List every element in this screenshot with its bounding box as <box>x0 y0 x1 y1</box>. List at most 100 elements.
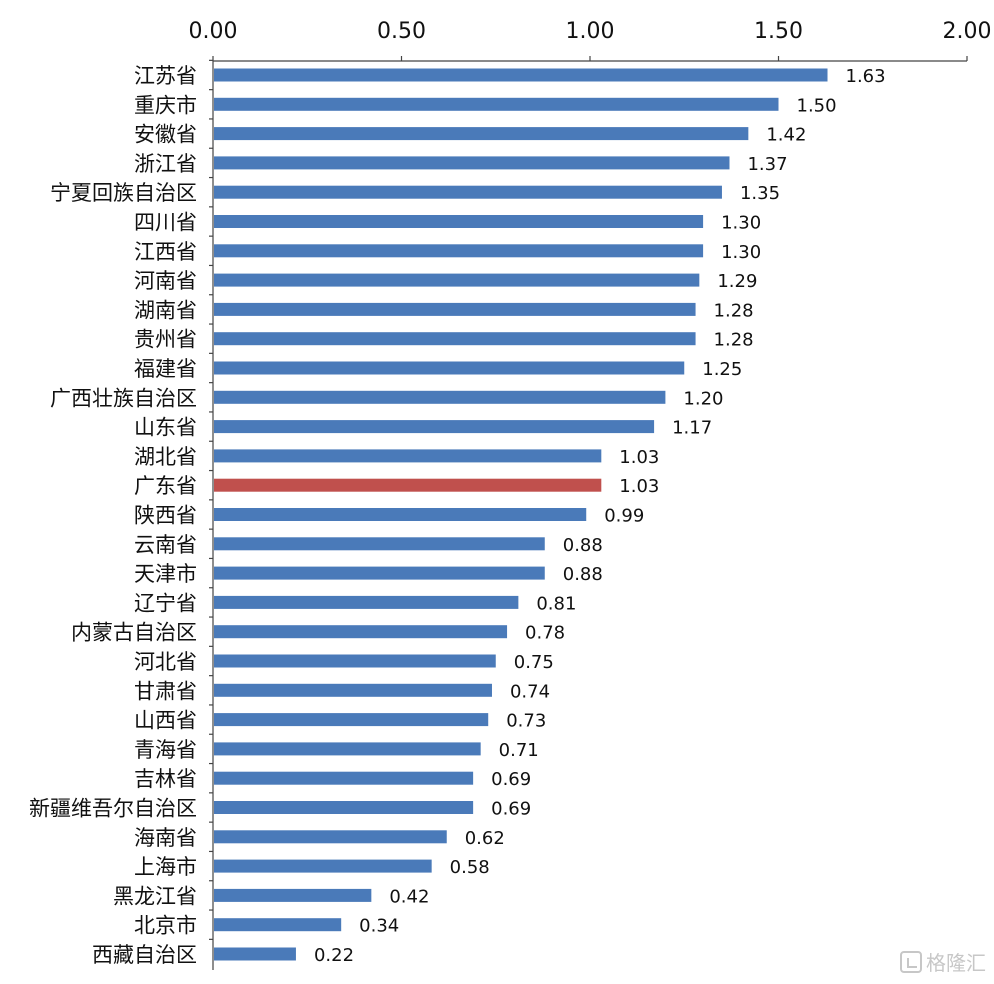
value-label: 0.22 <box>314 945 354 966</box>
value-label: 1.20 <box>683 388 723 409</box>
value-label: 0.78 <box>525 623 565 644</box>
watermark: 格隆汇 <box>900 947 986 976</box>
bar <box>214 801 474 814</box>
category-label: 天津市 <box>134 562 197 586</box>
bar <box>214 683 492 697</box>
x-tick-label: 1.00 <box>566 19 615 44</box>
bar <box>214 918 342 932</box>
category-label: 湖北省 <box>134 445 197 469</box>
category-label: 广东省 <box>134 474 197 498</box>
value-label: 0.88 <box>563 564 603 585</box>
value-label: 0.62 <box>465 828 505 849</box>
category-label: 湖南省 <box>134 298 197 322</box>
bar <box>214 97 779 111</box>
bar <box>214 654 496 668</box>
watermark-text: 格隆汇 <box>926 951 986 975</box>
x-tick-label: 1.50 <box>754 19 803 44</box>
value-label: 1.30 <box>721 242 761 263</box>
value-label: 1.28 <box>714 300 754 321</box>
bar <box>214 625 508 639</box>
value-label: 0.74 <box>510 681 550 702</box>
value-label: 1.37 <box>747 154 787 175</box>
value-label: 0.75 <box>514 652 554 673</box>
category-label: 河北省 <box>134 650 197 674</box>
bar <box>214 537 545 551</box>
x-tick-label: 0.50 <box>377 19 426 44</box>
value-label: 0.99 <box>604 506 644 527</box>
category-label: 四川省 <box>134 211 197 235</box>
bar <box>214 830 447 844</box>
category-label: 辽宁省 <box>134 591 197 615</box>
bar <box>214 390 666 404</box>
bar <box>214 127 749 141</box>
category-label: 山西省 <box>134 709 197 733</box>
bar-highlighted <box>214 478 602 492</box>
category-label: 福建省 <box>134 357 197 381</box>
value-label: 1.03 <box>619 476 659 497</box>
value-label: 1.35 <box>740 183 780 204</box>
value-label: 0.34 <box>359 916 399 937</box>
value-label: 1.28 <box>714 330 754 351</box>
value-label: 1.30 <box>721 213 761 234</box>
value-label: 0.88 <box>563 535 603 556</box>
category-label: 河南省 <box>134 269 197 293</box>
value-label: 1.50 <box>797 95 837 116</box>
bar <box>214 742 481 756</box>
category-label: 贵州省 <box>134 328 197 352</box>
bar <box>214 566 545 580</box>
bar <box>214 244 704 258</box>
value-label: 0.71 <box>499 740 539 761</box>
category-label: 江西省 <box>134 240 197 264</box>
bar <box>214 713 489 727</box>
bar <box>214 771 474 785</box>
category-label: 山东省 <box>134 416 197 440</box>
value-label: 1.29 <box>717 271 757 292</box>
bar <box>214 361 685 375</box>
category-label: 青海省 <box>134 738 197 762</box>
category-label: 上海市 <box>134 855 197 879</box>
bar <box>214 888 372 902</box>
value-label: 0.58 <box>450 857 490 878</box>
bar <box>214 68 828 82</box>
x-tick-label: 2.00 <box>943 19 992 44</box>
value-label: 0.81 <box>536 593 576 614</box>
value-labels-group: 1.63 1.50 1.42 1.37 1.35 1.30 1.30 1.29 1.28 1.28… <box>314 66 886 966</box>
bar <box>214 302 696 316</box>
value-label: 1.03 <box>619 447 659 468</box>
category-label: 云南省 <box>134 533 197 557</box>
bars-group <box>214 68 828 961</box>
bar <box>214 449 602 463</box>
bar <box>214 420 655 434</box>
category-label: 内蒙古自治区 <box>71 621 197 645</box>
category-label: 重庆市 <box>134 93 197 117</box>
bar <box>214 947 296 961</box>
value-label: 1.25 <box>702 359 742 380</box>
bar <box>214 156 730 170</box>
y-axis <box>209 59 214 970</box>
gelonghui-logo-icon <box>900 950 922 973</box>
value-label: 0.69 <box>491 799 531 820</box>
category-label: 安徽省 <box>134 123 197 147</box>
value-label: 1.42 <box>766 125 806 146</box>
x-tick-label: 0.00 <box>189 19 238 44</box>
category-labels-group: 江苏省重庆市安徽省浙江省宁夏回族自治区四川省江西省河南省湖南省贵州省福建省广西壮… <box>29 64 197 967</box>
bar <box>214 215 704 228</box>
x-axis: 0.00 0.50 1.00 1.50 2.00 <box>189 19 992 62</box>
category-label: 广西壮族自治区 <box>50 386 197 410</box>
bar <box>214 273 700 287</box>
category-label: 新疆维吾尔自治区 <box>29 797 197 821</box>
value-label: 0.69 <box>491 769 531 790</box>
category-label: 黑龙江省 <box>113 884 197 908</box>
category-label: 浙江省 <box>134 152 197 176</box>
category-label: 北京市 <box>134 914 197 938</box>
bar <box>214 595 519 609</box>
category-label: 西藏自治区 <box>92 943 197 967</box>
value-label: 0.73 <box>506 711 546 732</box>
category-label: 江苏省 <box>134 64 197 88</box>
value-label: 0.42 <box>389 886 429 907</box>
bar <box>214 332 696 346</box>
category-label: 吉林省 <box>134 767 197 791</box>
value-label: 1.17 <box>672 418 712 439</box>
